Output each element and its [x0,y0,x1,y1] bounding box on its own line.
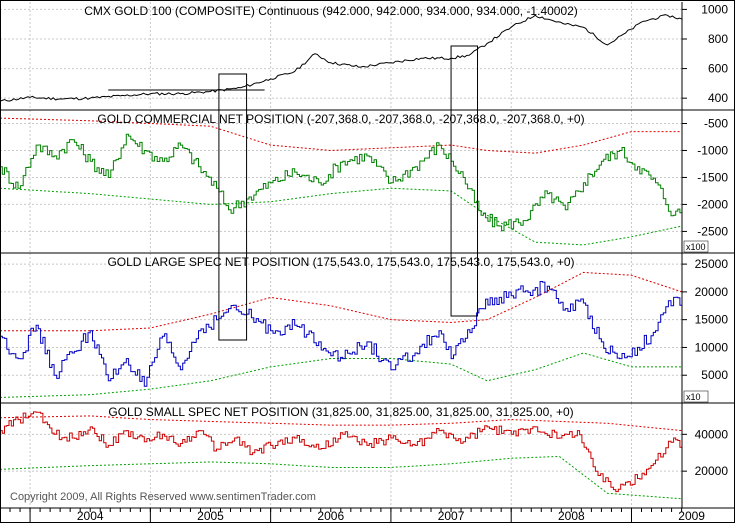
year-tick-label: 2005 [197,509,224,523]
y-tick-label: 25000 [695,257,729,271]
y-tick-label: -500 [704,116,728,130]
year-tick-label: 2008 [558,509,585,523]
panel-title: CMX GOLD 100 (COMPOSITE) Continuous (942… [84,4,578,18]
scale-note-box [683,240,709,253]
panel-title: GOLD COMMERCIAL NET POSITION (-207,368.0… [97,112,584,126]
scale-note-box [683,390,709,403]
y-tick-label: -1000 [697,143,728,157]
year-tick-label: 2009 [678,509,705,523]
y-tick-label: -1500 [697,170,728,184]
large-spec-series-line [0,281,683,387]
y-tick-label: 400 [708,91,728,105]
y-tick-label: 5000 [701,368,728,382]
y-tick-label: 10000 [695,340,729,354]
commercial-series-line [0,133,683,232]
text-layer: 2004 2005 2006 2007 2008 2009 400 600 800 1000 CMX… [77,2,728,523]
lower-band-line [0,352,682,398]
y-tick-label: -2000 [697,197,728,211]
copyright-text: Copyright 2009, All Rights Reserved www.… [10,491,316,503]
lower-band-line [0,455,683,500]
annotation-layer [108,45,479,341]
y-tick-label: 1000 [701,2,728,16]
y-tick-label: 800 [708,32,728,46]
y-tick-label: 15000 [695,313,729,327]
lower-band-line [0,187,683,246]
scale-note: x10 [686,392,701,402]
series-layer [0,14,683,493]
small-spec-series-line [0,411,683,493]
upper-band-line [0,415,683,432]
y-tick-label: 40000 [695,427,729,441]
y-tick-label: 20000 [695,285,729,299]
y-tick-label: 20000 [695,464,729,478]
year-tick-label: 2004 [77,509,104,523]
upper-band-line [0,271,683,332]
y-tick-label: 600 [708,62,728,76]
year-tick-label: 2007 [438,509,465,523]
highlight-box [218,73,248,341]
highlight-box [450,45,479,317]
price-series-line [0,14,683,102]
year-tick-label: 2006 [317,509,344,523]
scale-note: x100 [686,242,706,252]
y-tick-label: -2500 [697,224,728,238]
band-layer [0,117,683,500]
panel-title: GOLD LARGE SPEC NET POSITION (175,543.0,… [107,255,574,269]
panel-title: GOLD SMALL SPEC NET POSITION (31,825.00,… [108,405,573,419]
